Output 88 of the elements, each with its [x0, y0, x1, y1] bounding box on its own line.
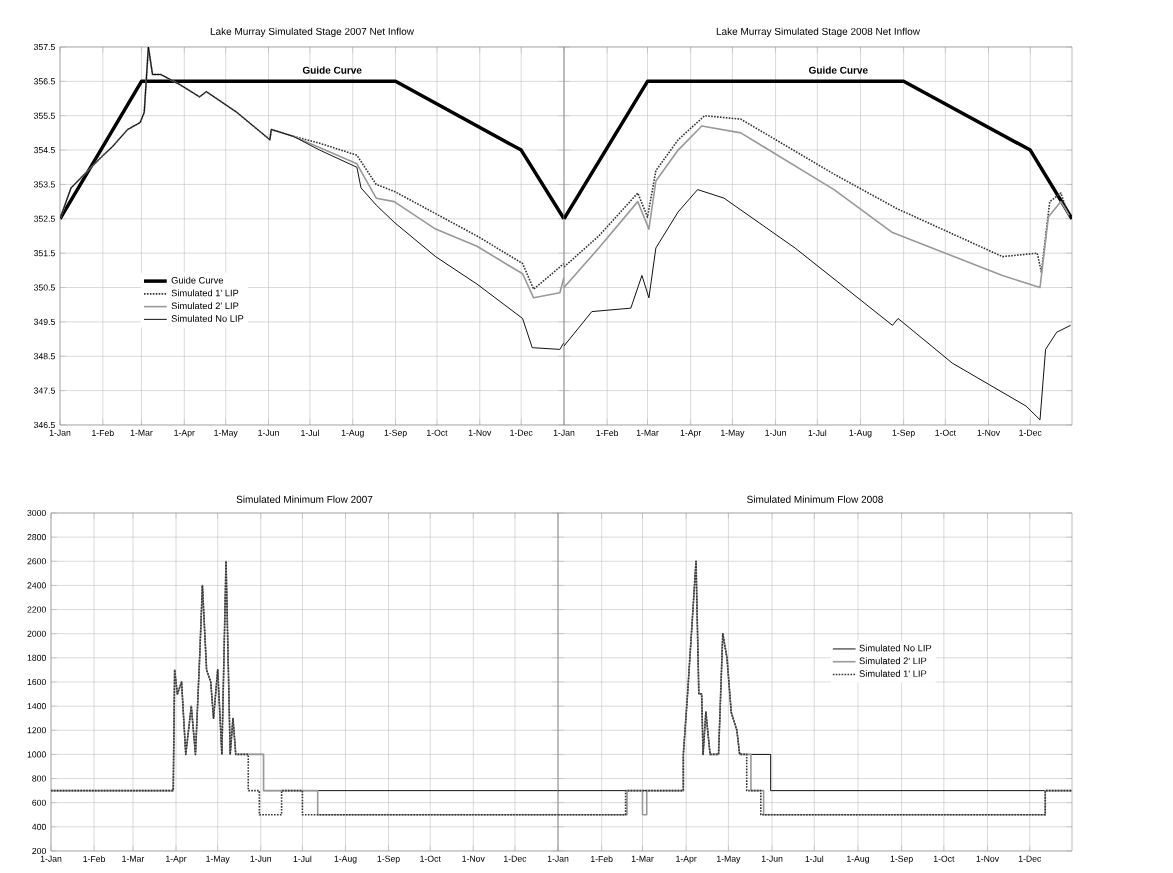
y-tick-label: 2600: [27, 558, 46, 565]
x-tick-label: 1-Aug: [341, 429, 364, 438]
x-tick-label: 1-Dec: [1019, 429, 1042, 436]
legend-label: Simulated No LIP: [859, 644, 932, 652]
y-tick-label: 1400: [27, 703, 46, 710]
x-tick-label: 1-Jul: [808, 429, 827, 437]
y-tick-label: 353.5: [33, 181, 55, 188]
y-tick-label: 200: [32, 847, 46, 855]
legend-label: Simulated 2' LIP: [859, 657, 927, 665]
x-tick-label: 1-Oct: [427, 429, 448, 436]
y-tick-label: 354.5: [33, 147, 55, 154]
x-tick-label: 1-Nov: [977, 429, 1001, 436]
x-tick-label: 1-Oct: [933, 855, 955, 862]
x-tick-label: 1-May: [206, 855, 230, 864]
y-tick-label: 352.5: [33, 215, 55, 222]
x-tick-label: 1-Jan: [49, 429, 71, 436]
legend-label: Simulated 2' LIP: [171, 302, 239, 310]
x-tick-label: 1-Jul: [301, 429, 319, 437]
x-tick-label: 1-Oct: [420, 855, 441, 862]
x-tick-label: 1-Sep: [384, 429, 407, 438]
y-tick-label: 800: [32, 775, 46, 782]
x-tick-label: 1-Mar: [122, 855, 145, 862]
legend-label: Guide Curve: [171, 276, 224, 284]
x-tick-label: 1-Apr: [680, 429, 702, 438]
y-tick-label: 356.5: [33, 78, 55, 85]
y-tick-label: 3000: [27, 509, 46, 517]
x-tick-label: 1-Mar: [636, 429, 659, 436]
x-tick-label: 1-Mar: [130, 429, 153, 436]
x-tick-label: 1-Feb: [83, 855, 106, 863]
x-tick-label: 1-Mar: [631, 855, 654, 862]
x-tick-label: 1-Feb: [92, 429, 114, 437]
x-tick-label: 1-Aug: [334, 855, 357, 864]
y-tick-label: 349.5: [33, 318, 55, 325]
y-tick-label: 357.5: [33, 43, 55, 51]
chart-title: Lake Murray Simulated Stage 2007 Net Inflow: [210, 27, 414, 37]
legend-label: Simulated No LIP: [171, 315, 244, 322]
x-tick-label: 1-Nov: [976, 855, 1000, 862]
x-tick-label: 1-May: [214, 429, 238, 438]
y-tick-label: 400: [32, 823, 46, 830]
x-tick-label: 1-Dec: [1018, 855, 1042, 862]
x-tick-label: 1-Dec: [510, 429, 533, 436]
y-tick-label: 2400: [27, 582, 46, 589]
x-tick-label: 1-Feb: [591, 855, 613, 863]
x-tick-label: 1-Sep: [892, 429, 915, 438]
x-tick-label: 1-Apr: [676, 855, 697, 864]
y-tick-label: 1200: [27, 727, 46, 734]
x-tick-label: 1-May: [721, 429, 745, 438]
y-tick-label: 600: [32, 799, 46, 806]
chart-title: Lake Murray Simulated Stage 2008 Net Inflow: [716, 27, 920, 37]
x-tick-label: 1-Feb: [596, 429, 619, 437]
x-tick-label: 1-Jan: [40, 855, 62, 862]
y-tick-label: 2200: [27, 606, 46, 613]
y-tick-label: 2000: [27, 630, 46, 637]
x-tick-label: 1-Nov: [468, 429, 492, 436]
x-tick-label: 1-Oct: [935, 429, 956, 436]
x-tick-label: 1-Aug: [849, 429, 872, 438]
x-tick-label: 1-Jun: [761, 855, 783, 862]
x-tick-label: 1-Jan: [547, 855, 569, 862]
x-tick-label: 1-Jun: [250, 855, 272, 862]
annotation: Guide Curve: [302, 66, 362, 74]
y-tick-label: 350.5: [33, 284, 55, 291]
x-tick-label: 1-May: [717, 855, 741, 864]
x-tick-label: 1-Jun: [258, 429, 279, 436]
x-tick-label: 1-Aug: [847, 855, 869, 864]
x-tick-label: 1-Jul: [805, 855, 824, 863]
x-tick-label: 1-Sep: [890, 855, 913, 864]
y-tick-label: 351.5: [33, 250, 55, 257]
legend-label: Simulated 1' LIP: [859, 670, 927, 677]
y-tick-label: 1600: [27, 678, 46, 686]
x-tick-label: 1-Jan: [553, 429, 575, 436]
y-tick-label: 355.5: [33, 112, 55, 119]
legend-label: Simulated 1' LIP: [171, 289, 239, 297]
chart-title: Simulated Minimum Flow 2008: [747, 495, 883, 503]
x-tick-label: 1-Dec: [504, 855, 527, 862]
y-tick-label: 347.5: [33, 387, 55, 394]
x-tick-label: 1-Sep: [377, 855, 400, 864]
x-tick-label: 1-Nov: [462, 855, 485, 862]
x-tick-label: 1-Apr: [166, 855, 187, 864]
annotation: Guide Curve: [809, 66, 868, 74]
y-tick-label: 348.5: [33, 353, 55, 360]
y-tick-label: 1000: [27, 751, 46, 758]
y-tick-label: 346.5: [33, 421, 55, 429]
y-tick-label: 2800: [27, 534, 46, 541]
x-tick-label: 1-Jun: [765, 429, 786, 436]
chart-title: Simulated Minimum Flow 2007: [236, 495, 373, 503]
y-tick-label: 1800: [27, 654, 46, 661]
x-tick-label: 1-Apr: [174, 429, 195, 438]
x-tick-label: 1-Jul: [293, 855, 312, 863]
